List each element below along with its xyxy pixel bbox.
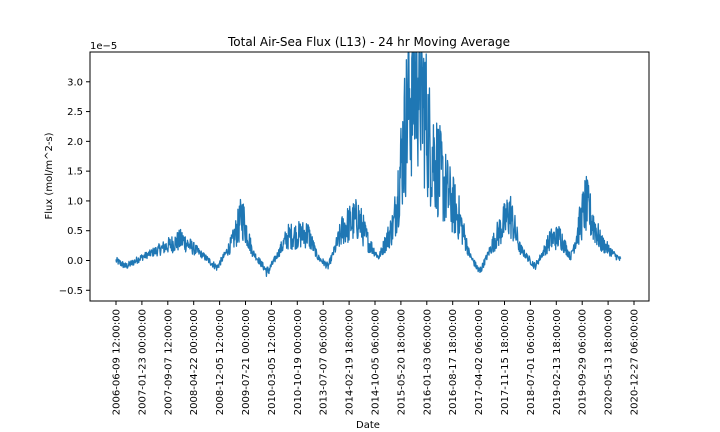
y-tick-label: 3.0: [67, 77, 83, 88]
plot-area-frame: [89, 51, 650, 302]
y-tick-label: 0.5: [67, 226, 83, 237]
x-tick-label: 2013-07-07 06:00:00: [319, 309, 330, 415]
x-tick-label: 2019-09-29 06:00:00: [578, 309, 589, 415]
x-tick-label: 2015-05-20 18:00:00: [396, 309, 407, 415]
y-tick-label: 0.0: [67, 256, 83, 267]
series-layer: [115, 52, 622, 277]
x-tick-label: 2017-04-02 06:00:00: [474, 309, 485, 415]
y-tick-label: 1.0: [67, 196, 83, 207]
x-axis-ticks: 2006-06-09 12:00:00 2007-01-23 00:00:00 20…: [112, 301, 641, 415]
y-axis-ticks: −0.5 0.0 0.5 1.0 1.5 2.0 2.5 3.0: [59, 77, 90, 297]
x-axis-label: Date: [356, 420, 380, 431]
x-tick-label: 2016-01-03 06:00:00: [422, 309, 433, 415]
x-tick-label: 2008-12-05 12:00:00: [215, 309, 226, 415]
x-tick-label: 2020-05-13 18:00:00: [604, 309, 615, 415]
y-axis-offset-label: 1e−5: [90, 41, 117, 52]
x-tick-label: 2018-07-01 06:00:00: [526, 309, 537, 415]
x-tick-label: 2019-02-13 18:00:00: [552, 309, 563, 415]
y-axis-label: Flux (mol/m^2-s): [44, 132, 55, 219]
x-tick-label: 2010-10-19 00:00:00: [293, 309, 304, 415]
x-tick-label: 2017-11-15 18:00:00: [500, 309, 511, 415]
x-tick-label: 2014-10-05 06:00:00: [371, 309, 382, 415]
x-tick-label: 2014-02-19 18:00:00: [345, 309, 356, 415]
x-tick-label: 2007-09-07 12:00:00: [163, 309, 174, 415]
chart-title: Total Air-Sea Flux (L13) - 24 hr Moving …: [227, 35, 510, 49]
x-tick-label: 2010-03-05 12:00:00: [267, 309, 278, 415]
x-tick-label: 2007-01-23 00:00:00: [137, 309, 148, 415]
flux-series-line: [115, 52, 622, 277]
x-tick-label: 2006-06-09 12:00:00: [112, 309, 123, 415]
x-tick-label: 2008-04-22 00:00:00: [189, 309, 200, 415]
y-tick-label: 2.0: [67, 137, 83, 148]
x-tick-label: 2016-08-17 18:00:00: [448, 309, 459, 415]
x-tick-label: 2009-07-21 00:00:00: [241, 309, 252, 415]
y-tick-label: −0.5: [59, 286, 83, 297]
y-tick-label: 1.5: [67, 167, 83, 178]
y-tick-label: 2.5: [67, 107, 83, 118]
x-tick-label: 2020-12-27 06:00:00: [630, 309, 641, 415]
